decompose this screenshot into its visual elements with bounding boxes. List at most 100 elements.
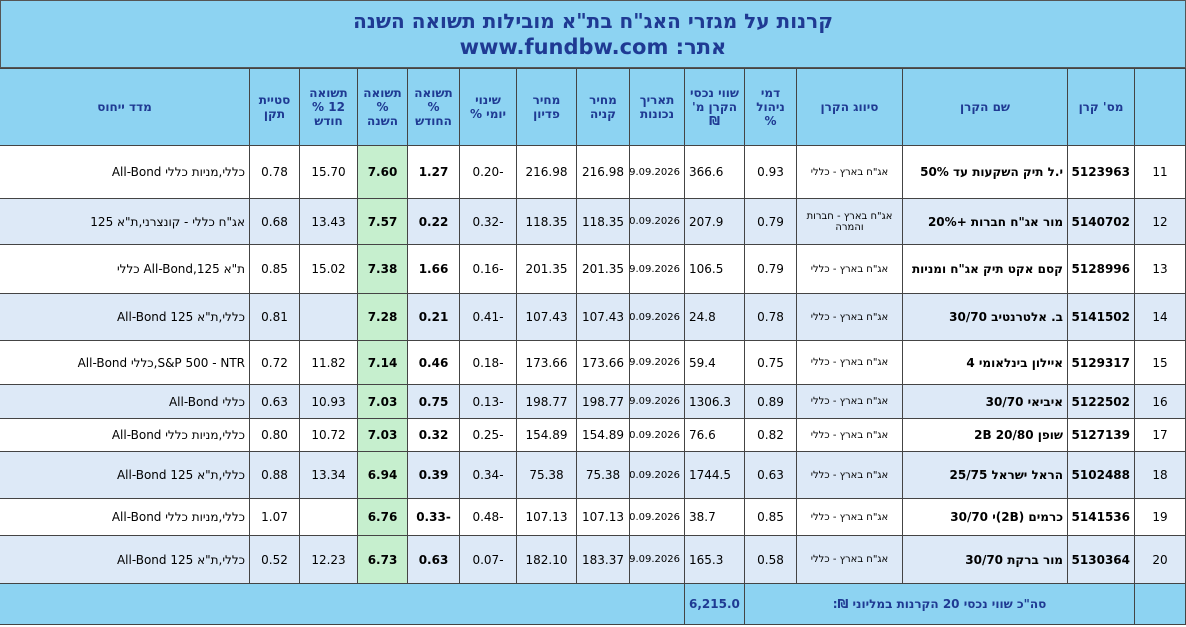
daily-change: -0.13 (459, 384, 517, 419)
fund-name: מור ברקת 30/70 (902, 535, 1068, 584)
fund-name: כרמים (2B)י 30/70 (902, 498, 1068, 536)
classification: אג"ח בארץ - כללי (796, 244, 903, 294)
header-row: מס' קרן שם הקרן סיווג הקרן דמי ניהול % שווי … (0, 68, 1186, 146)
month-return: 1.66 (407, 244, 460, 294)
fund-name: קסם אקט תיק אג"ח ומניות (902, 244, 1068, 294)
return-12m: 13.34 (299, 451, 358, 499)
row-number: 16 (1134, 384, 1186, 419)
year-return: 7.03 (357, 418, 408, 452)
month-return: 0.75 (407, 384, 460, 419)
fund-table: מס' קרן שם הקרן סיווג הקרן דמי ניהול % שווי … (0, 68, 1186, 625)
fund-id: 5128996 (1067, 244, 1135, 294)
return-12m: 15.02 (299, 244, 358, 294)
fund-name: איילון בינלאומי 4 (902, 340, 1068, 385)
classification: אג"ח בארץ - כללי (796, 384, 903, 419)
std-dev: 0.72 (249, 340, 300, 385)
month-return: 0.22 (407, 198, 460, 245)
column-header: תאריך נכונות (629, 68, 685, 146)
redeem-price: 182.10 (516, 535, 577, 584)
daily-change: -0.18 (459, 340, 517, 385)
fund-name: מור אג"ח חברות +20% (902, 198, 1068, 245)
return-12m (299, 498, 358, 536)
std-dev: 0.63 (249, 384, 300, 419)
assets: 38.7 (684, 498, 745, 536)
date: 09.09.2026 (629, 535, 685, 584)
month-return: -0.33 (407, 498, 460, 536)
fund-id: 5130364 (1067, 535, 1135, 584)
daily-change: -0.41 (459, 293, 517, 341)
fund-name: י.ל תיק השקעות עד 50% (902, 145, 1068, 199)
assets: 106.5 (684, 244, 745, 294)
buy-price: 173.66 (576, 340, 630, 385)
row-number: 15 (1134, 340, 1186, 385)
benchmark: ת"א 125,All-Bond כללי (0, 244, 250, 294)
month-return: 0.46 (407, 340, 460, 385)
column-header: מחיר פדיון (516, 68, 577, 146)
fund-id: 5122502 (1067, 384, 1135, 419)
row-number: 19 (1134, 498, 1186, 536)
fund-name: שופן 2B 20/80 (902, 418, 1068, 452)
month-return: 0.39 (407, 451, 460, 499)
classification: אג"ח בארץ - כללי (796, 451, 903, 499)
year-return: 6.73 (357, 535, 408, 584)
year-return: 7.14 (357, 340, 408, 385)
management-fee: 0.85 (744, 498, 797, 536)
std-dev: 0.52 (249, 535, 300, 584)
std-dev: 0.80 (249, 418, 300, 452)
management-fee: 0.93 (744, 145, 797, 199)
title: קרנות על מגזרי האג"ח בת"א מובילות תשואה … (353, 9, 833, 33)
fund-id: 5129317 (1067, 340, 1135, 385)
column-header: סיווג הקרן (796, 68, 903, 146)
classification: אג"ח בארץ - כללי (796, 418, 903, 452)
column-header: מחיר קניה (576, 68, 630, 146)
benchmark: כללי,ת"א 125 All-Bond (0, 535, 250, 584)
daily-change: -0.16 (459, 244, 517, 294)
redeem-price: 154.89 (516, 418, 577, 452)
buy-price: 201.35 (576, 244, 630, 294)
return-12m: 13.43 (299, 198, 358, 245)
classification: אג"ח בארץ - כללי (796, 498, 903, 536)
benchmark: כללי,מניות כללי All-Bond (0, 418, 250, 452)
footer-cell (0, 583, 685, 625)
total: 6,215.0 (684, 583, 745, 625)
table-row: 11 5123963 י.ל תיק השקעות עד 50% אג"ח בארץ … (0, 145, 1186, 199)
daily-change: -0.20 (459, 145, 517, 199)
return-12m (299, 293, 358, 341)
year-return: 7.28 (357, 293, 408, 341)
buy-price: 75.38 (576, 451, 630, 499)
std-dev: 0.68 (249, 198, 300, 245)
daily-change: -0.48 (459, 498, 517, 536)
classification: אג"ח בארץ - חברות והמרה (796, 198, 903, 245)
assets: 366.6 (684, 145, 745, 199)
date: 10.09.2026 (629, 498, 685, 536)
std-dev: 0.78 (249, 145, 300, 199)
return-12m: 11.82 (299, 340, 358, 385)
date: 09.09.2026 (629, 384, 685, 419)
year-return: 6.94 (357, 451, 408, 499)
std-dev: 1.07 (249, 498, 300, 536)
redeem-price: 216.98 (516, 145, 577, 199)
column-header: מדד ייחוס (0, 68, 250, 146)
title-bar: קרנות על מגזרי האג"ח בת"א מובילות תשואה … (0, 0, 1186, 68)
table-row: 17 5127139 שופן 2B 20/80 אג"ח בארץ - כללי 0.… (0, 418, 1186, 452)
management-fee: 0.75 (744, 340, 797, 385)
month-return: 1.27 (407, 145, 460, 199)
row-number: 17 (1134, 418, 1186, 452)
year-return: 7.03 (357, 384, 408, 419)
redeem-price: 75.38 (516, 451, 577, 499)
year-return: 7.38 (357, 244, 408, 294)
table-row: 14 5141502 ב. אלטרנטיב 30/70 אג"ח בארץ - כל… (0, 293, 1186, 341)
column-header: תשואה % השנה (357, 68, 408, 146)
fund-id: 5141502 (1067, 293, 1135, 341)
classification: אג"ח בארץ - כללי (796, 145, 903, 199)
classification: אג"ח בארץ - כללי (796, 293, 903, 341)
buy-price: 107.43 (576, 293, 630, 341)
row-number: 12 (1134, 198, 1186, 245)
assets: 1306.3 (684, 384, 745, 419)
management-fee: 0.58 (744, 535, 797, 584)
date: 10.09.2026 (629, 451, 685, 499)
daily-change: -0.07 (459, 535, 517, 584)
row-number: 11 (1134, 145, 1186, 199)
table-row: 15 5129317 איילון בינלאומי 4 אג"ח בארץ - כל… (0, 340, 1186, 385)
